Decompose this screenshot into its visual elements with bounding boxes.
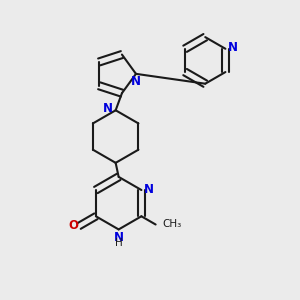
Text: O: O (69, 220, 79, 232)
Text: N: N (114, 231, 124, 244)
Text: N: N (103, 102, 113, 115)
Text: H: H (115, 238, 122, 248)
Text: N: N (131, 74, 141, 88)
Text: CH₃: CH₃ (162, 219, 182, 229)
Text: N: N (228, 41, 238, 54)
Text: N: N (144, 183, 154, 196)
